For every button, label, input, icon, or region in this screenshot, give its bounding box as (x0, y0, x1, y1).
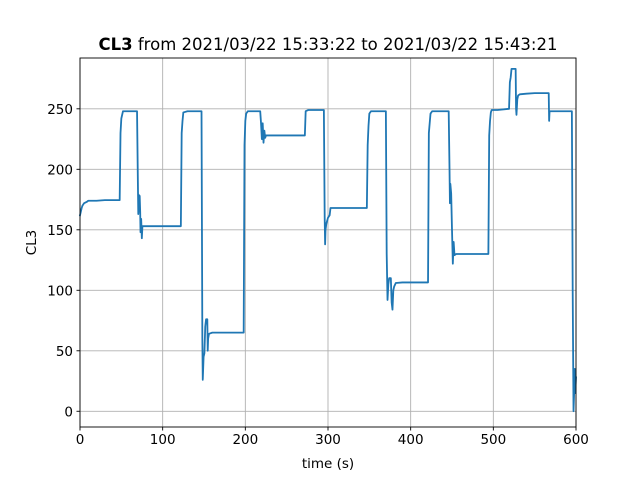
x-tick-label: 200 (232, 432, 258, 448)
title-bold: CL3 (99, 35, 133, 54)
series-layer (78, 67, 577, 413)
x-tick-label: 100 (150, 432, 176, 448)
x-tick-label: 0 (76, 432, 85, 448)
y-tick-label: 200 (47, 162, 73, 178)
series-line-0 (78, 67, 577, 413)
x-axis-label: time (s) (302, 456, 354, 472)
title-rest: from 2021/03/22 15:33:22 to 2021/03/22 1… (133, 35, 558, 54)
x-tick-label: 500 (480, 432, 506, 448)
plot-frame (79, 57, 577, 428)
chart-title: CL3 from 2021/03/22 15:33:22 to 2021/03/… (99, 35, 558, 54)
y-tick-label: 100 (47, 283, 73, 299)
ticks: 0 100 200 300 400 500 600 0 50 100 150 200 250 (47, 102, 589, 448)
y-tick-label: 150 (47, 223, 73, 239)
y-axis-label: CL3 (24, 230, 40, 256)
y-tick-label: 0 (64, 404, 73, 420)
y-tick-label: 250 (47, 102, 73, 118)
x-tick-label: 300 (315, 432, 341, 448)
y-tick-label: 50 (56, 344, 73, 360)
x-tick-label: 400 (398, 432, 424, 448)
x-tick-label: 600 (563, 432, 589, 448)
